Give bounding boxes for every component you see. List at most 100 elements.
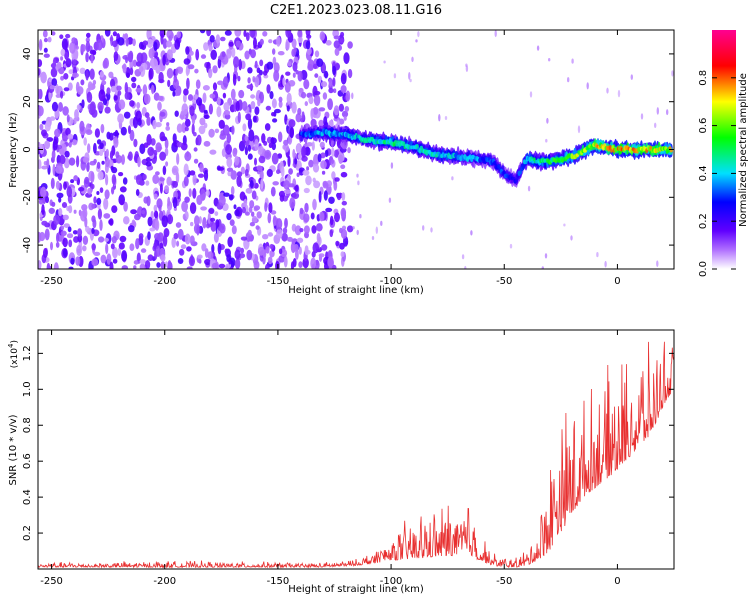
spectrogram-noise-blob	[232, 73, 237, 86]
spectrogram-noise-blob	[182, 213, 186, 220]
spectrogram-noise-blob	[260, 178, 264, 190]
spectrogram-noise-blob	[145, 180, 150, 186]
spectrogram-noise-blob	[66, 233, 74, 239]
spectrogram-noise-blob	[106, 253, 112, 265]
spectrogram-noise-blob	[278, 248, 283, 255]
spectrogram-noise-blob	[210, 49, 217, 60]
spectrogram-noise-blob	[271, 152, 279, 165]
spectrogram-noise-blob	[202, 92, 207, 104]
spectrogram-noise-blob	[267, 232, 274, 237]
spectrogram-noise-blob	[82, 245, 87, 252]
spectrogram-noise-blob	[104, 189, 110, 200]
spectrogram-noise-blob	[207, 212, 211, 224]
spectrogram-noise-blob	[199, 117, 206, 126]
spectrogram-noise-blob	[105, 148, 110, 158]
spectrogram-noise-blob	[333, 40, 340, 49]
spectrogram-noise-blob	[323, 190, 328, 201]
spectrogram-noise-blob	[49, 85, 56, 90]
spectrogram-noise-blob	[186, 266, 193, 269]
spectrogram-noise-blob	[98, 89, 106, 102]
spectrogram-noise-blob	[256, 211, 262, 219]
spectrogram-noise-blob	[276, 36, 281, 47]
spectrogram-noise-blob	[234, 209, 240, 217]
spectrogram-noise-blob	[141, 210, 146, 215]
spectrogram-noise-blob	[146, 116, 151, 126]
spectrogram-noise-blob	[187, 64, 195, 70]
spectrogram-noise-blob	[101, 160, 105, 165]
spectrogram-noise-blob	[630, 74, 633, 80]
spectrogram-noise-blob	[104, 30, 111, 37]
spectrogram-noise-blob	[242, 206, 246, 214]
spectrogram-noise-blob	[146, 38, 154, 49]
spectrogram-noise-blob	[176, 31, 181, 39]
spectrogram-noise-blob	[101, 80, 107, 86]
spectrogram-noise-blob	[286, 105, 290, 112]
spectrogram-noise-blob	[96, 197, 102, 205]
spectrogram-noise-blob	[147, 146, 155, 156]
spectrogram-noise-blob	[225, 144, 233, 155]
spectrogram-noise-blob	[110, 243, 115, 250]
spectrogram-noise-blob	[408, 72, 411, 80]
snr-multiplier-exp: 4	[7, 343, 15, 348]
spectrogram-noise-blob	[160, 261, 166, 269]
spectrogram-noise-blob	[45, 196, 49, 204]
spectrogram-noise-blob	[292, 61, 298, 72]
spectrogram-noise-blob	[258, 155, 266, 164]
spectrogram-noise-blob	[159, 151, 167, 161]
spectrogram-noise-blob	[541, 266, 544, 269]
spectrogram-noise-blob	[265, 105, 272, 111]
spectrogram-noise-blob	[215, 219, 220, 228]
spectrogram-noise-blob	[145, 161, 152, 167]
spectrogram-noise-blob	[250, 49, 256, 59]
spectrogram-noise-blob	[230, 88, 236, 101]
spectrogram-noise-blob	[147, 254, 154, 261]
spectrogram-noise-blob	[259, 59, 264, 67]
spectrogram-noise-blob	[277, 51, 285, 56]
spectrogram-y-ticks: -40 -20 0 20 40	[22, 48, 674, 253]
spectrogram-noise-blob	[152, 119, 157, 130]
spectrogram-noise-blob	[135, 110, 142, 123]
spectrogram-noise-blob	[50, 67, 58, 78]
spectrogram-noise-blob	[316, 58, 324, 67]
spectrogram-noise-blob	[324, 149, 329, 158]
spectrogram-noise-blob	[156, 198, 163, 209]
snr-y-multiplier: (x104)	[7, 340, 20, 368]
spectrogram-noise-blob	[67, 226, 72, 233]
spectrogram-noise-blob	[61, 38, 68, 51]
spectrogram-noise-blob	[172, 90, 176, 97]
spectrogram-noise-blob	[162, 54, 166, 66]
spectrogram-noise-blob	[341, 110, 349, 118]
spectrogram-noise-blob	[50, 177, 55, 190]
spectrogram-noise-blob	[205, 189, 210, 197]
spectrogram-noise-blob	[124, 82, 128, 94]
spectrogram-noise-blob	[218, 119, 225, 129]
spectrogram-noise-blob	[127, 151, 133, 161]
x-tick-label: 0	[614, 276, 620, 287]
spectrogram-noise-blob	[322, 182, 329, 189]
spectrogram-noise-blob	[545, 138, 548, 143]
spectrogram-noise-blob	[56, 192, 64, 199]
spectrogram-noise-blob	[132, 59, 138, 67]
spectrogram-noise-blob	[250, 101, 256, 109]
spectrogram-noise-blob	[295, 113, 302, 123]
spectrogram-noise-blob	[296, 237, 304, 243]
spectrogram-noise-blob	[183, 58, 191, 65]
spectrogram-noise-blob	[285, 38, 290, 51]
spectrogram-noise-blob	[64, 52, 69, 60]
x-tick-label: -150	[267, 576, 290, 587]
spectrogram-noise-blob	[283, 255, 288, 268]
spectrogram-noise-blob	[162, 234, 168, 247]
spectrogram-noise-blob	[175, 222, 182, 228]
spectrogram-noise-blob	[166, 214, 174, 225]
spectrogram-noise-blob	[271, 142, 276, 151]
spectrogram-noise-blob	[291, 48, 296, 57]
spectrogram-noise-blob	[159, 177, 165, 182]
spectrogram-noise-blob	[203, 169, 209, 182]
spectrogram-noise-blob	[82, 208, 88, 219]
spectrogram-noise-blob	[131, 219, 136, 227]
spectrogram-noise-blob	[208, 103, 213, 115]
spectrogram-noise-blob	[118, 99, 126, 110]
spectrogram-noise-blob	[356, 173, 359, 178]
